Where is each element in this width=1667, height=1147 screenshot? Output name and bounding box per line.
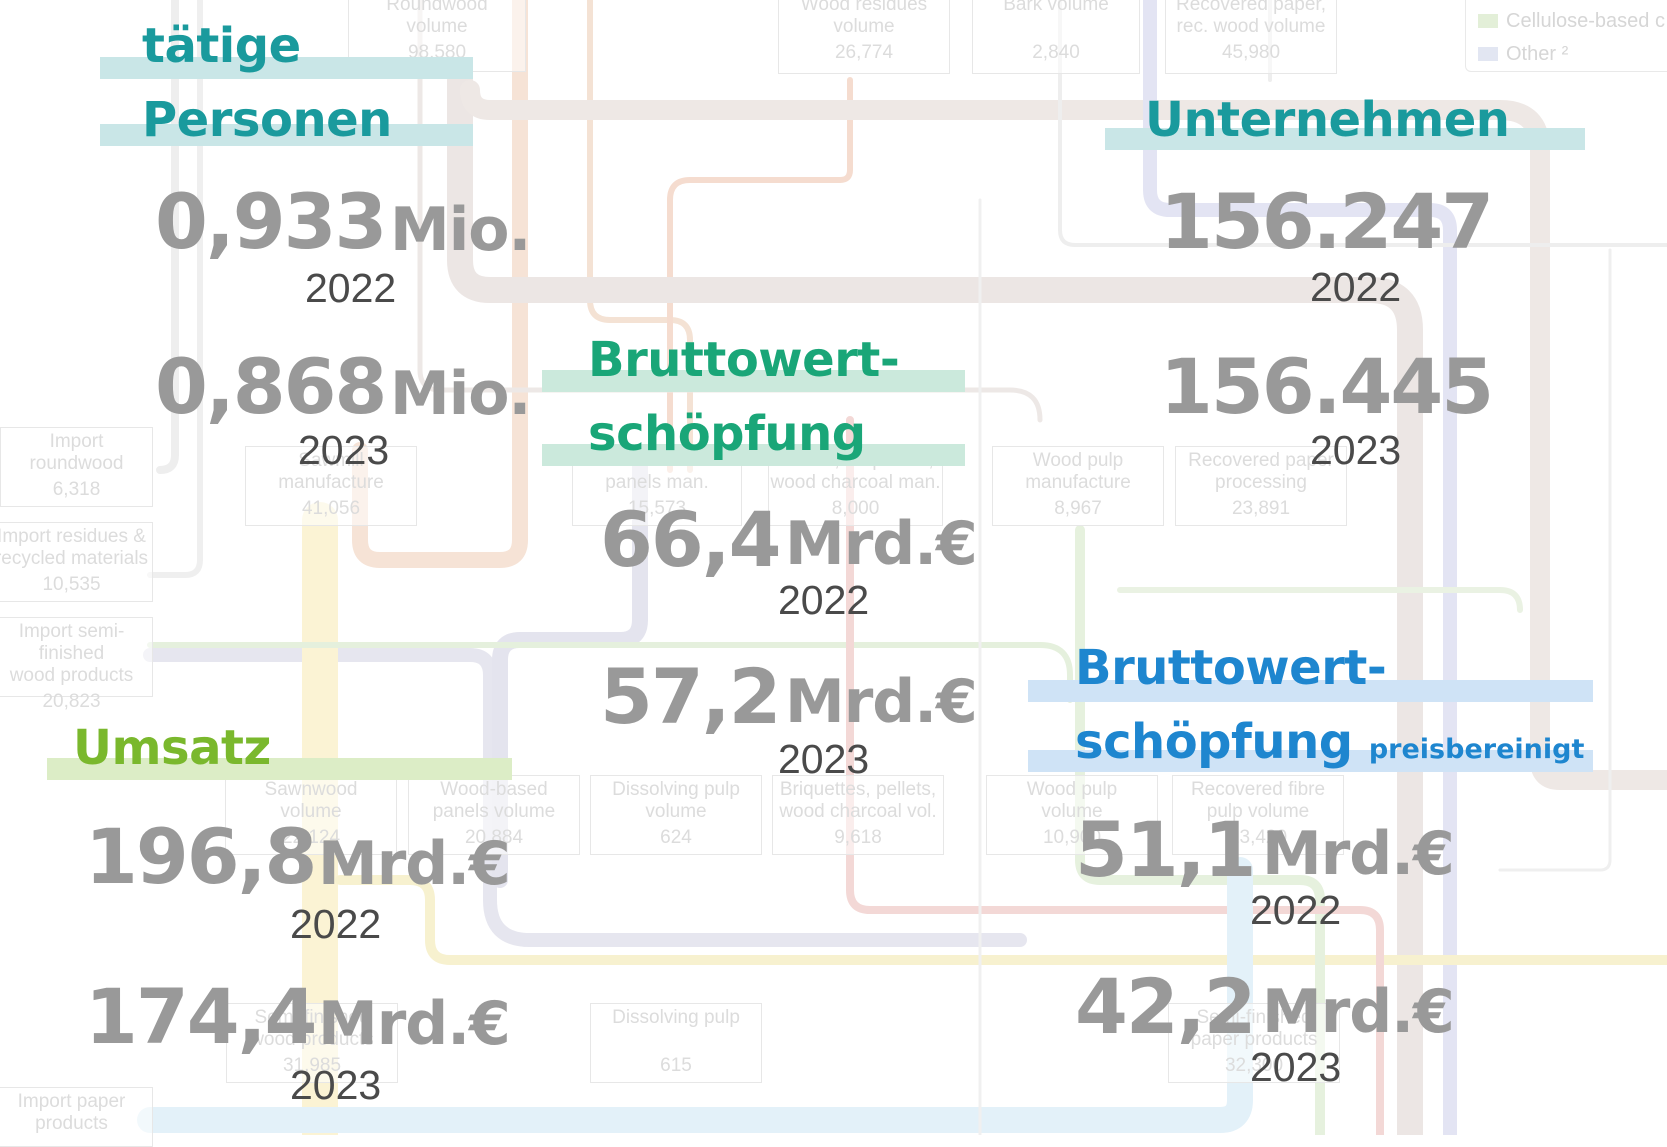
bg-box-sawmill: Sawmill manufacture 41,056 [245,446,417,526]
gva-real-unit-2022: Mrd.€ [1262,819,1455,889]
gva-unit-2022: Mrd.€ [785,509,978,579]
gva-real-title-bar [1028,680,1593,702]
turnover-year-2022: 2022 [290,901,382,947]
persons-value-2022: 0,933 [155,177,387,266]
companies-year-2023: 2023 [1310,427,1402,473]
turnover-value-2022: 196,8 [85,812,317,901]
turnover-title: Umsatz [73,720,271,776]
turnover-title-bar [47,758,512,780]
persons-value-2023: 0,868 [155,342,387,431]
turnover-unit-2022: Mrd.€ [318,829,511,899]
turnover-value-2023: 174,4 [85,972,317,1061]
companies-year-2022: 2022 [1310,264,1402,310]
bg-box-recovered-paper: Recovered paper, rec. wood volume 45,980 [1165,0,1337,74]
gva-year-2022: 2022 [778,577,870,623]
persons-unit-2022: Mio. [390,195,531,265]
bg-box-import-paper: Import paper products [0,1087,153,1147]
bg-box-import-semi-finished: Import semi-finished wood products 20,823 [0,617,153,712]
companies-value-2023: 156.445 [1160,342,1494,431]
turnover-year-2023: 2023 [290,1062,382,1108]
gva-real-title-suffix: preisbereinigt [1368,734,1585,765]
companies-title: Unternehmen [1145,92,1510,148]
bg-box-wood-pulp-vol: Wood pulp volume 10,900 [986,775,1158,855]
bg-box-recovered-processing: Recovered paper processing 23,891 [1175,446,1347,526]
bg-box-wood-pulp-man: Wood pulp manufacture 8,967 [992,446,1164,526]
legend: Cellulose-based c Other ² [1465,0,1667,72]
gva-value-2023: 57,2 [600,652,782,741]
legend-item: Cellulose-based c [1478,10,1665,33]
legend-swatch [1478,14,1498,28]
legend-item: Other ² [1478,43,1568,66]
bg-box-briquettes-vol: Briquettes, pellets, wood charcoal vol. 9… [772,775,944,855]
bg-box-panels-vol: Wood-based panels volume 20,884 [408,775,580,855]
gva-real-unit-2023: Mrd.€ [1262,977,1455,1047]
persons-title-bar [100,57,473,79]
bg-box-semi-finished-paper: Semi-finished paper products 32,300 [1168,1003,1340,1083]
gva-unit-2023: Mrd.€ [785,667,978,737]
companies-value-2022: 156.247 [1160,177,1494,266]
bg-box-recovered-fibre-vol: Recovered fibre pulp volume 23,420 [1172,775,1344,855]
gva-real-value-2022: 51,1 [1075,805,1257,894]
gva-year-2023: 2023 [778,736,870,782]
persons-year-2022: 2022 [305,265,397,311]
persons-year-2023: 2023 [298,427,390,473]
bg-box-sawnwood-vol: Sawnwood volume 22,124 [225,775,397,855]
companies-title-bar [1105,128,1585,150]
persons-title: tätige [142,18,301,74]
turnover-unit-2023: Mrd.€ [318,989,511,1059]
gva-title: schöpfung [588,406,866,462]
persons-unit-2023: Mio. [390,359,531,429]
gva-title: Bruttowert- [588,332,900,388]
persons-title-bar [100,124,473,146]
bg-box-dissolving-vol: Dissolving pulp volume 624 [590,775,762,855]
gva-value-2022: 66,4 [600,495,782,584]
bg-box-semi-finished-wood: Semi-finished wood products 31,985 [226,1003,398,1083]
bg-box-bark: Bark volume 2,840 [972,0,1140,74]
gva-real-value-2023: 42,2 [1075,962,1257,1051]
gva-title-bar [542,444,965,466]
bg-box-import-residues: Import residues & recycled materials 10,5… [0,522,153,602]
gva-real-title-main: schöpfung [1075,714,1353,770]
gva-real-title: Bruttowert- [1075,640,1387,696]
persons-title: Personen [142,92,392,148]
gva-real-year-2023: 2023 [1250,1044,1342,1090]
bg-box-wood-residues: Wood residues volume 26,774 [778,0,950,74]
gva-real-year-2022: 2022 [1250,887,1342,933]
bg-box-import-roundwood: Import roundwood 6,318 [0,427,153,507]
bg-box-dissolving-pulp: Dissolving pulp 615 [590,1003,762,1083]
gva-real-title-bar [1028,750,1593,772]
gva-title-bar [542,370,965,392]
gva-real-title: schöpfung preisbereinigt [1075,714,1584,778]
legend-swatch [1478,47,1498,61]
